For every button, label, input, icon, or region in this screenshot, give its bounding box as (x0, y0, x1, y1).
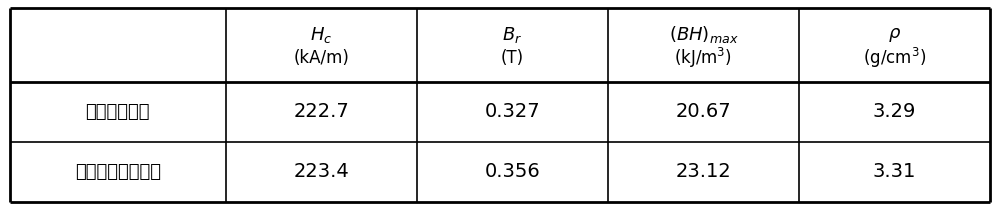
Text: 普通压制磁体: 普通压制磁体 (86, 103, 150, 121)
Text: $(BH)_{max}$: $(BH)_{max}$ (669, 24, 738, 45)
Text: 222.7: 222.7 (293, 102, 349, 121)
Text: (g/cm$^3$): (g/cm$^3$) (863, 46, 926, 70)
Text: 0.327: 0.327 (484, 102, 540, 121)
Text: 取向冷等静压磁体: 取向冷等静压磁体 (75, 163, 161, 181)
Text: 23.12: 23.12 (675, 162, 731, 181)
Text: 223.4: 223.4 (293, 162, 349, 181)
Text: 20.67: 20.67 (676, 102, 731, 121)
Text: (T): (T) (501, 49, 524, 67)
Text: 0.356: 0.356 (484, 162, 540, 181)
Text: 3.31: 3.31 (873, 162, 916, 181)
Text: $\rho$: $\rho$ (888, 26, 901, 44)
Text: $B_r$: $B_r$ (502, 25, 522, 45)
Text: 3.29: 3.29 (873, 102, 916, 121)
Text: (kA/m): (kA/m) (293, 49, 349, 67)
Text: $H_c$: $H_c$ (310, 25, 332, 45)
Text: (kJ/m$^3$): (kJ/m$^3$) (674, 46, 732, 70)
